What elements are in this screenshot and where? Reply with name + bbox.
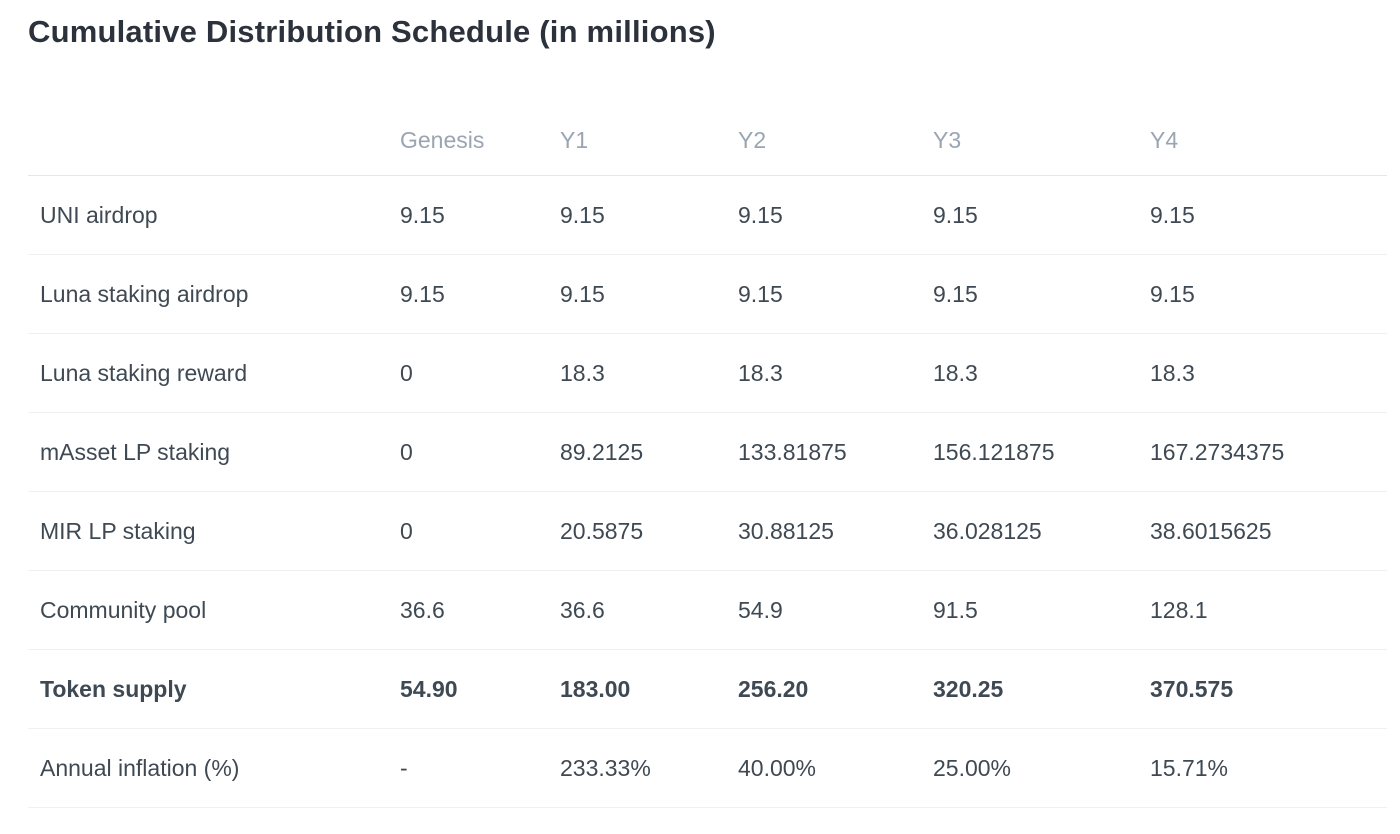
cell-value: 18.3: [726, 333, 921, 413]
cell-value: 15.71%: [1138, 728, 1387, 808]
table-body: UNI airdrop 9.15 9.15 9.15 9.15 9.15 Luna stak…: [28, 175, 1387, 808]
row-label: Luna staking reward: [28, 333, 388, 413]
row-label: Community pool: [28, 570, 388, 650]
cell-value: 18.3: [548, 333, 726, 413]
row-label: Token supply: [28, 649, 388, 729]
cell-value: 89.2125: [548, 412, 726, 492]
cell-value: 54.9: [726, 570, 921, 650]
cell-value: 9.15: [1138, 175, 1387, 255]
cell-value: 30.88125: [726, 491, 921, 571]
cell-value: 9.15: [921, 175, 1138, 255]
column-header-y2: Y2: [726, 105, 921, 176]
cell-value: 91.5: [921, 570, 1138, 650]
cell-value: 9.15: [388, 175, 548, 255]
table-row: Annual inflation (%) -233.33% 40.00% 25.00%…: [28, 728, 1387, 808]
table-header: Genesis Y1 Y2 Y3 Y4: [28, 105, 1387, 176]
column-header-y1: Y1: [548, 105, 726, 176]
table-row: Luna staking reward 0 18.3 18.3 18.3 18.3: [28, 333, 1387, 413]
cell-value: 40.00%: [726, 728, 921, 808]
cell-value: 128.1: [1138, 570, 1387, 650]
cell-value: 36.028125: [921, 491, 1138, 571]
row-label: Annual inflation (%): [28, 728, 388, 808]
cell-value: 320.25: [921, 649, 1138, 729]
cell-value: 0: [388, 412, 548, 492]
cell-value: 20.5875: [548, 491, 726, 571]
row-label: UNI airdrop: [28, 175, 388, 255]
cell-value: 9.15: [388, 254, 548, 334]
row-label: MIR LP staking: [28, 491, 388, 571]
cell-value: 0: [388, 491, 548, 571]
cell-value: 18.3: [1138, 333, 1387, 413]
cell-value: 156.121875: [921, 412, 1138, 492]
cell-value: 183.00: [548, 649, 726, 729]
cell-value: 9.15: [548, 254, 726, 334]
cell-value: 9.15: [726, 175, 921, 255]
cell-value: 167.2734375: [1138, 412, 1387, 492]
cell-value: 9.15: [921, 254, 1138, 334]
row-label: Luna staking airdrop: [28, 254, 388, 334]
cell-value: 36.6: [388, 570, 548, 650]
cell-value: -: [388, 728, 548, 808]
cell-value: 38.6015625: [1138, 491, 1387, 571]
cell-value: 9.15: [548, 175, 726, 255]
table-row: mAsset LP staking 0 89.2125 133.81875 156.12…: [28, 412, 1387, 492]
cell-value: 25.00%: [921, 728, 1138, 808]
column-header-genesis: Genesis: [388, 105, 548, 176]
cell-value: 9.15: [1138, 254, 1387, 334]
cell-value: 233.33%: [548, 728, 726, 808]
table-row: Luna staking airdrop 9.15 9.15 9.15 9.15 9.15: [28, 254, 1387, 334]
page-container: Cumulative Distribution Schedule (in mil…: [28, 14, 1387, 808]
cell-value: 36.6: [548, 570, 726, 650]
table-row: UNI airdrop 9.15 9.15 9.15 9.15 9.15: [28, 175, 1387, 255]
column-header-label: [28, 105, 388, 176]
cell-value: 9.15: [726, 254, 921, 334]
cell-value: 54.90: [388, 649, 548, 729]
table-row: MIR LP staking 0 20.5875 30.88125 36.028125 3…: [28, 491, 1387, 571]
cell-value: 256.20: [726, 649, 921, 729]
cell-value: 370.575: [1138, 649, 1387, 729]
row-label: mAsset LP staking: [28, 412, 388, 492]
table-row: Community pool 36.6 36.6 54.9 91.5 128.1: [28, 570, 1387, 650]
distribution-schedule-table: Genesis Y1 Y2 Y3 Y4 UNI airdrop 9.15 9.15 9…: [28, 105, 1387, 808]
column-header-y3: Y3: [921, 105, 1138, 176]
cell-value: 0: [388, 333, 548, 413]
table-row: Token supply 54.90 183.00 256.20 320.25 370.5…: [28, 649, 1387, 729]
cell-value: 18.3: [921, 333, 1138, 413]
column-header-y4: Y4: [1138, 105, 1387, 176]
cell-value: 133.81875: [726, 412, 921, 492]
table-header-row: Genesis Y1 Y2 Y3 Y4: [28, 105, 1387, 176]
page-title: Cumulative Distribution Schedule (in mil…: [28, 14, 716, 49]
